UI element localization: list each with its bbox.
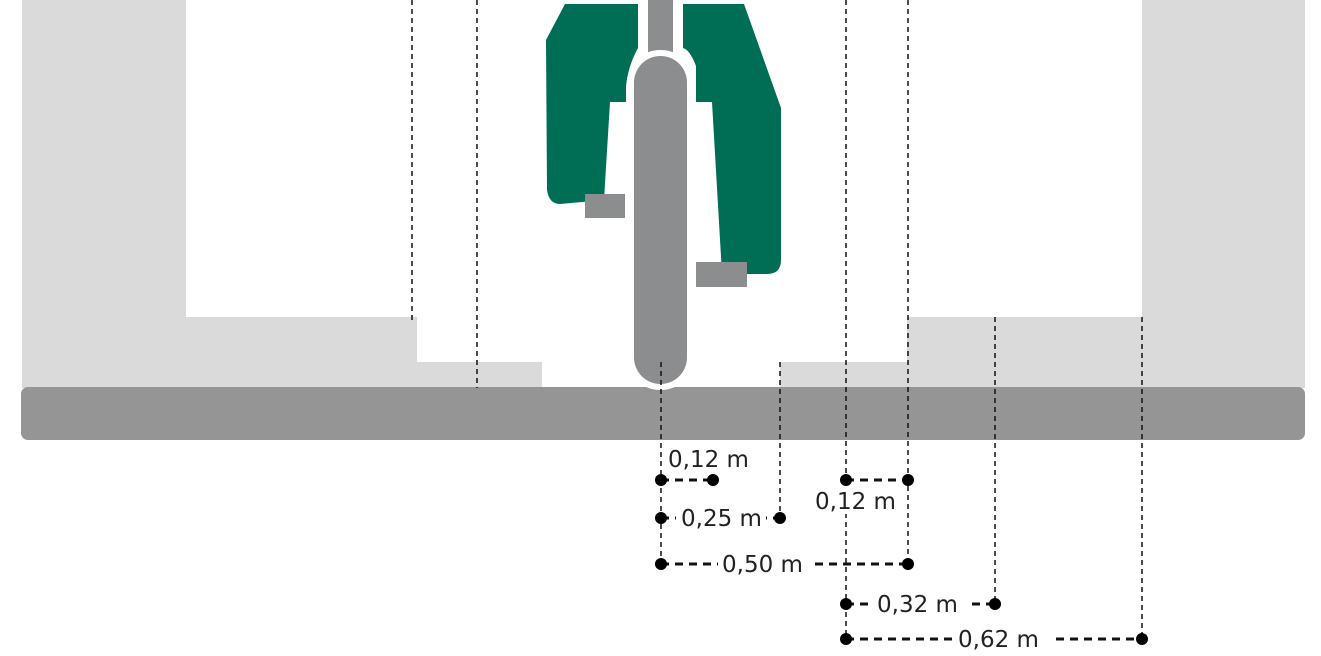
dimension-dot [1136,633,1148,645]
dimension-dot [840,633,852,645]
dimension-label: 0,50 m [722,552,803,578]
dimension-dot [840,474,852,486]
rider-left-arm [546,4,638,204]
dimension-dot [902,558,914,570]
dimension-dot [655,474,667,486]
label-backdrop [718,546,814,576]
guide-lines [411,0,1143,640]
label-backdrop [872,586,966,616]
dimension-dot [840,598,852,610]
dimension-label: 0,25 m [681,506,762,532]
cyclist [546,0,781,390]
dimension-0-25: 0,25 m [655,500,786,532]
dimension-dot [655,512,667,524]
label-backdrop [952,622,1050,654]
dimension-label: 0,12 m [815,489,896,515]
pavement [22,0,1305,388]
rider-right-arm [683,4,781,274]
dimension-0-12-left: 0,12 m [655,447,749,486]
dimension-label: 0,32 m [877,592,958,618]
right-pedal [696,262,747,287]
dimension-dot [989,598,1001,610]
dimension-label: 0,62 m [958,627,1039,653]
label-backdrop [676,500,766,530]
left-pedal [585,194,625,218]
front-wheel [634,56,687,384]
dimension-dot [655,558,667,570]
dimension-dot [774,512,786,524]
left-pavement [22,0,542,388]
label-backdrop [813,486,893,514]
dimension-dot [707,474,719,486]
dimension-0-12-right: 0,12 m [813,474,914,515]
right-pavement [780,0,1305,388]
road-surface [21,387,1305,440]
dimension-0-32: 0,32 m [840,586,1001,618]
dimension-0-62: 0,62 m [840,622,1148,654]
dimension-label: 0,12 m [668,447,749,473]
dimension-dot [902,474,914,486]
dimension-0-50: 0,50 m [655,546,914,578]
